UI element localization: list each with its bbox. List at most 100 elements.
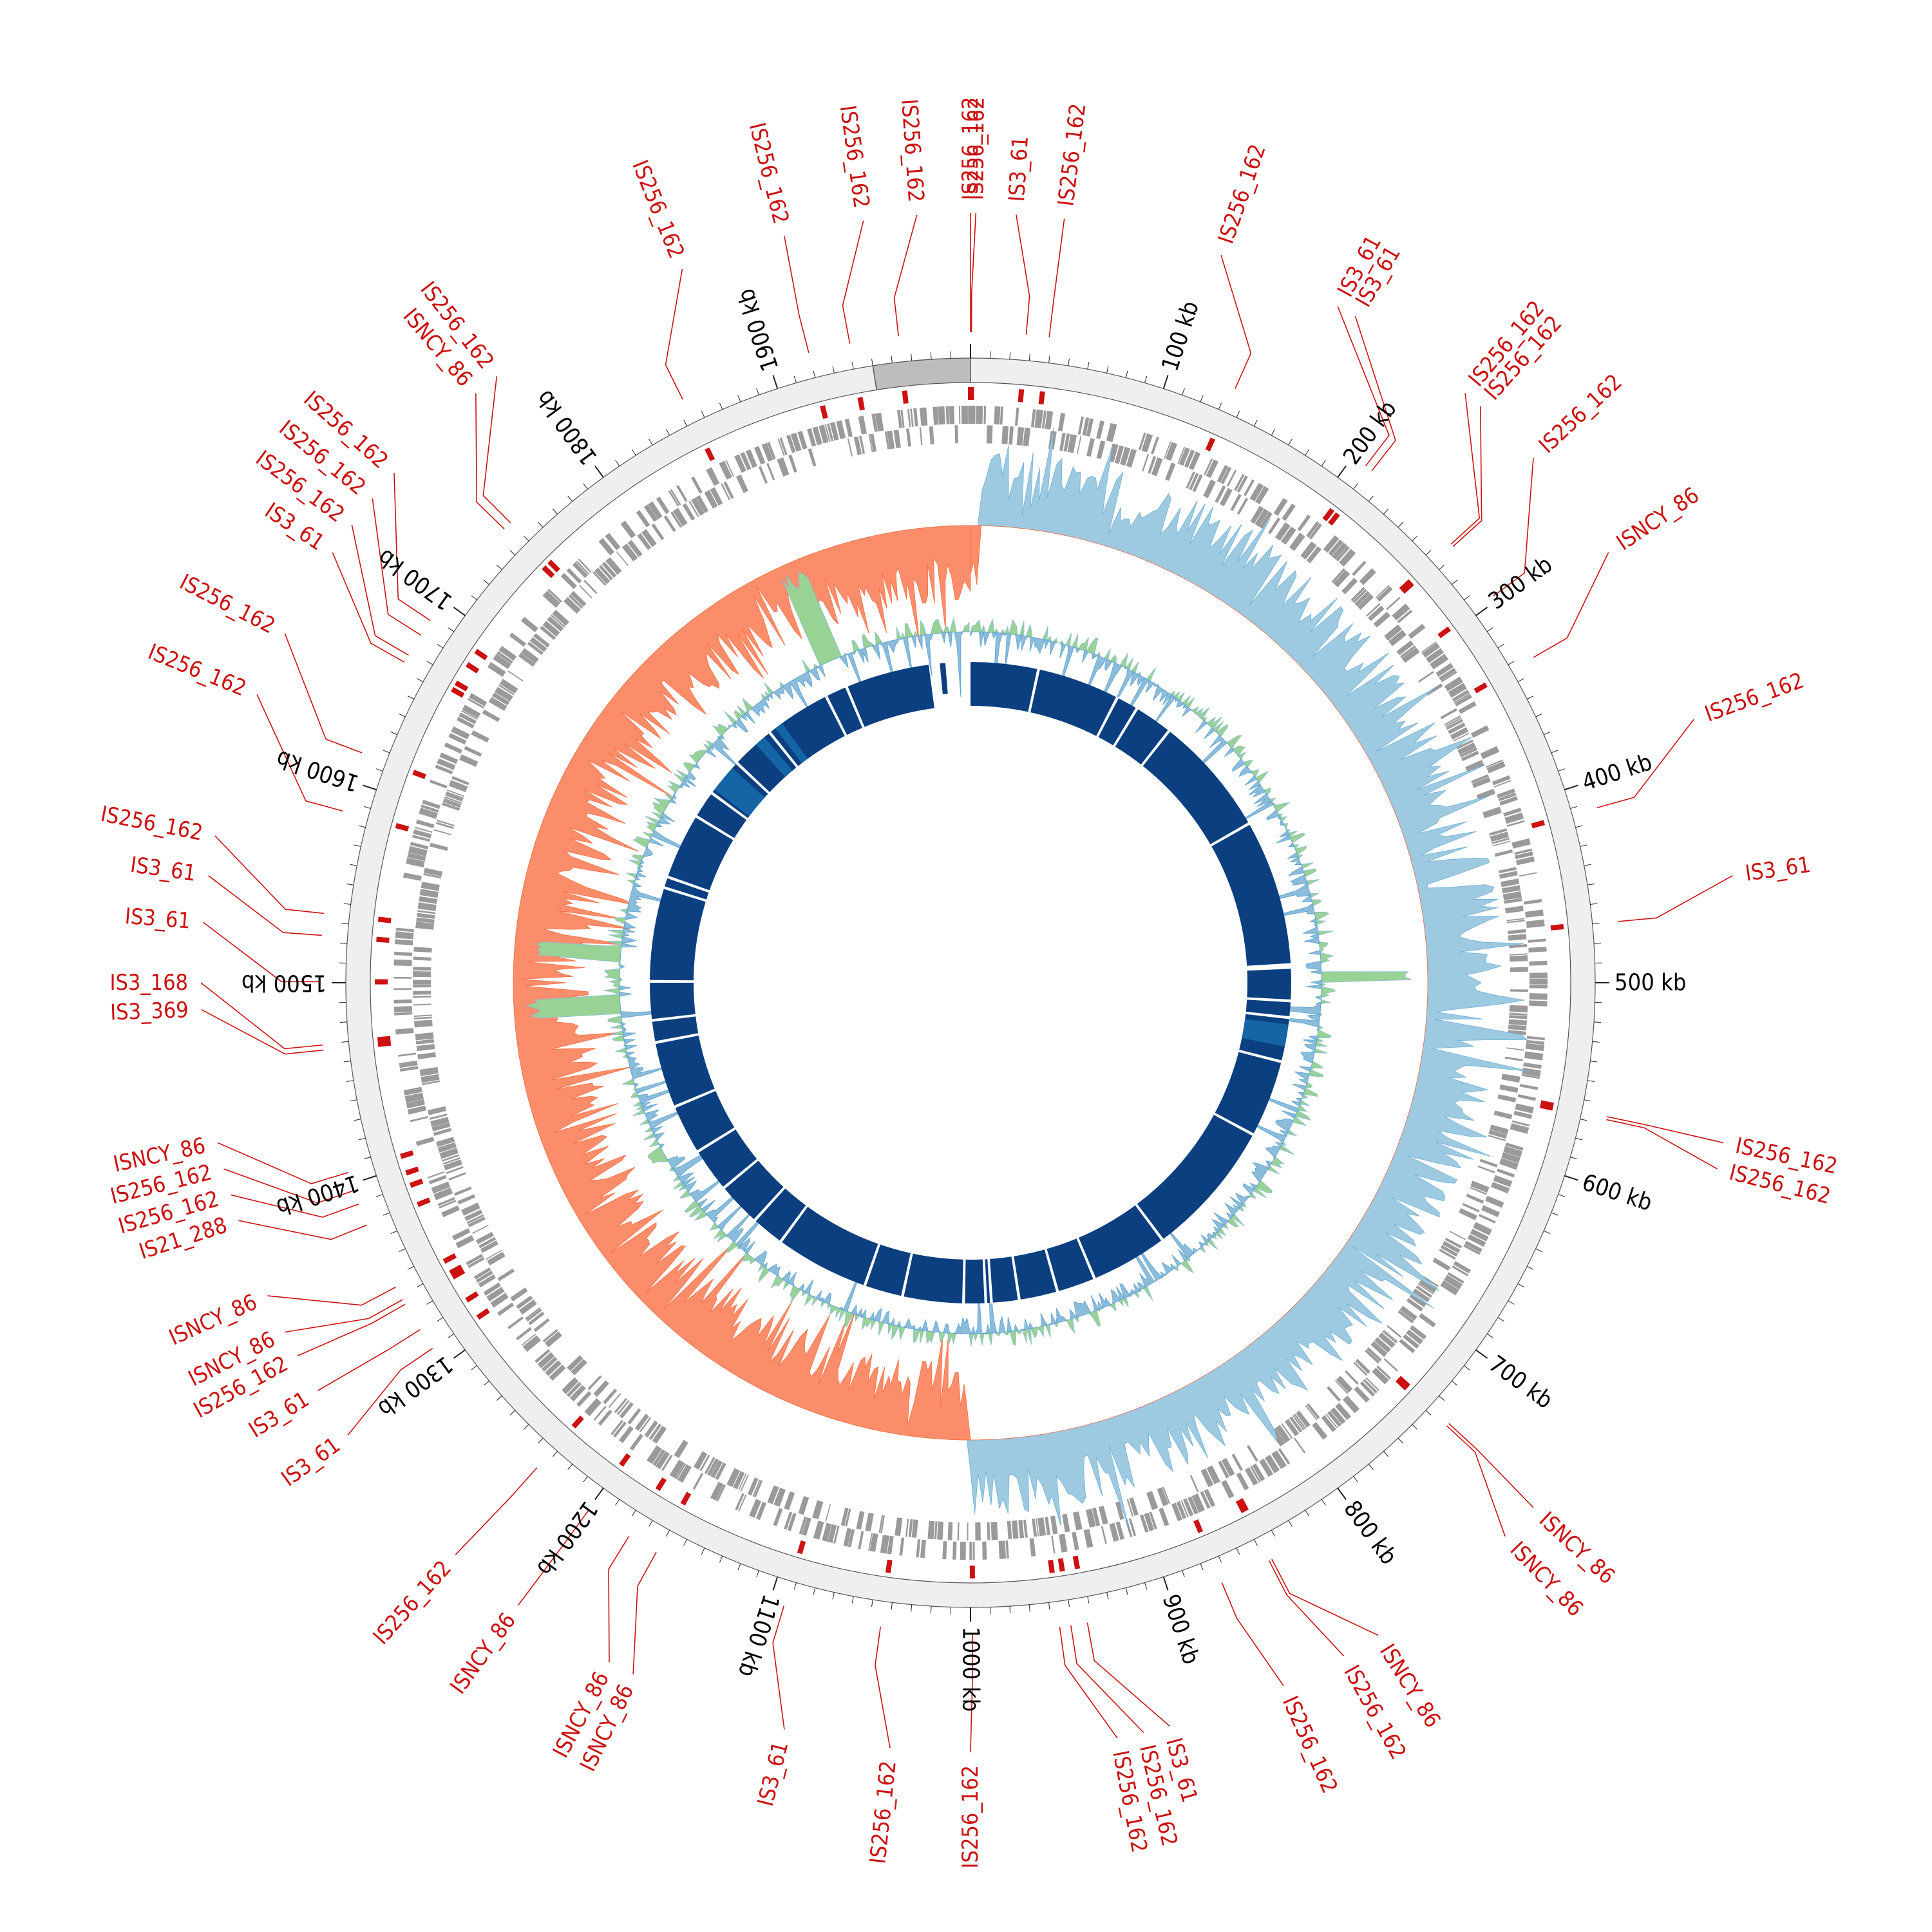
cds-block (419, 808, 438, 819)
is-leader-line (455, 1467, 538, 1555)
cds-block (1396, 640, 1414, 656)
cds-block (958, 406, 961, 424)
is-leader-line (393, 473, 431, 621)
minor-tick (737, 1563, 741, 1571)
cds-block (1502, 891, 1522, 900)
cds-block (1439, 667, 1456, 681)
cds-block (647, 501, 663, 520)
minor-tick (1087, 1596, 1090, 1604)
minor-tick (399, 1248, 406, 1253)
is-element-mark (969, 1565, 975, 1578)
is-element-label: IS256_162 (144, 639, 250, 701)
cds-block (1501, 1152, 1520, 1164)
cds-block (1448, 722, 1466, 735)
cds-block (828, 1524, 837, 1543)
cds-block (415, 1039, 435, 1045)
minor-tick (1527, 1265, 1534, 1270)
cds-block (899, 1537, 905, 1556)
minor-tick (417, 677, 424, 683)
cds-block (475, 1231, 494, 1245)
minor-tick (339, 1021, 347, 1023)
cds-block (1528, 947, 1547, 952)
is-leader-line (285, 1299, 403, 1333)
is-element-mark (409, 1179, 424, 1188)
cds-block (1180, 1500, 1189, 1518)
minor-tick (399, 713, 406, 717)
cds-block (1382, 1331, 1397, 1343)
cds-block (1509, 955, 1528, 962)
minor-tick (509, 1410, 516, 1416)
cds-block (1492, 840, 1510, 847)
cds-block (1138, 432, 1146, 451)
is-leader-line (1086, 1622, 1170, 1727)
major-tick (1475, 607, 1488, 616)
cds-block (1323, 535, 1340, 553)
minor-tick (737, 395, 741, 402)
major-tick (1337, 1488, 1347, 1501)
minor-tick (1106, 366, 1109, 374)
minor-tick (665, 429, 670, 436)
cds-block (871, 413, 878, 432)
cds-block (516, 1295, 533, 1309)
cds-block (1072, 1511, 1083, 1531)
cds-block (1128, 1518, 1137, 1537)
cds-block (704, 489, 718, 509)
cds-block (611, 1419, 624, 1435)
cds-block (1504, 905, 1524, 914)
cds-block (1115, 1501, 1124, 1520)
cds-block (442, 802, 460, 811)
minor-tick (1570, 1157, 1578, 1160)
cds-block (869, 1533, 878, 1552)
cds-block (1284, 1419, 1300, 1437)
cds-block (419, 889, 439, 898)
minor-tick (813, 1587, 816, 1595)
cds-block (1278, 1448, 1291, 1465)
cds-block (542, 591, 561, 608)
cds-block (1367, 1347, 1382, 1361)
cds-block (788, 454, 797, 473)
cds-block (1375, 585, 1390, 599)
cds-block (1399, 1338, 1416, 1354)
cds-block (1509, 953, 1528, 956)
cds-block (578, 558, 592, 573)
cds-block (1409, 1293, 1427, 1308)
cds-block (643, 504, 658, 522)
minor-tick (615, 1499, 620, 1506)
is-leader-line (1220, 254, 1252, 389)
cds-block (1478, 1213, 1496, 1224)
cds-block (413, 995, 431, 998)
cds-block (858, 1531, 864, 1549)
cds-block (911, 1519, 918, 1538)
cds-block (421, 1074, 440, 1083)
minor-tick (1125, 1587, 1128, 1595)
cds-block (629, 1434, 643, 1451)
cds-block (1226, 469, 1237, 487)
minor-tick (1439, 1396, 1445, 1401)
minor-tick (496, 1396, 502, 1401)
cds-block (521, 1333, 536, 1346)
is-leader-line (1607, 1116, 1724, 1144)
cds-block (994, 406, 1001, 425)
cds-block (447, 789, 464, 797)
is-leader-line (1452, 406, 1482, 547)
cds-block (605, 533, 621, 551)
cds-block (674, 1439, 688, 1459)
cds-block (413, 990, 431, 995)
is-element-label: IS256_162 (896, 98, 929, 203)
cds-block (1126, 448, 1137, 468)
cds-block (454, 1186, 472, 1196)
minor-tick (1544, 731, 1551, 735)
minor-tick (417, 1283, 424, 1288)
homology-variant (755, 737, 793, 777)
cds-block (1336, 546, 1350, 562)
cds-block (482, 709, 500, 723)
cds-block (999, 406, 1003, 425)
cds-block (1403, 1334, 1419, 1349)
cds-block (749, 1499, 762, 1518)
minor-tick (1288, 439, 1293, 446)
minor-tick (426, 661, 433, 665)
cds-block (975, 1522, 981, 1540)
minor-tick (538, 1437, 544, 1444)
cds-block (1306, 1403, 1320, 1419)
cds-block (1342, 1396, 1360, 1414)
